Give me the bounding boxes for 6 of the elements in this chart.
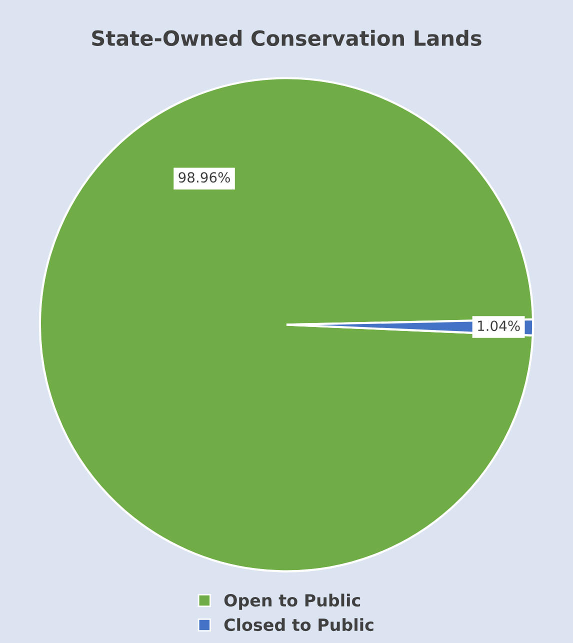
legend-label: Open to Public (224, 594, 360, 610)
legend-label: Closed to Public (224, 618, 374, 632)
data-label: 98.96% (178, 172, 230, 183)
pie-slice (38, 77, 534, 572)
data-label: 1.04% (478, 320, 520, 332)
chart-title: State-Owned Conservation Lands (92, 30, 482, 46)
